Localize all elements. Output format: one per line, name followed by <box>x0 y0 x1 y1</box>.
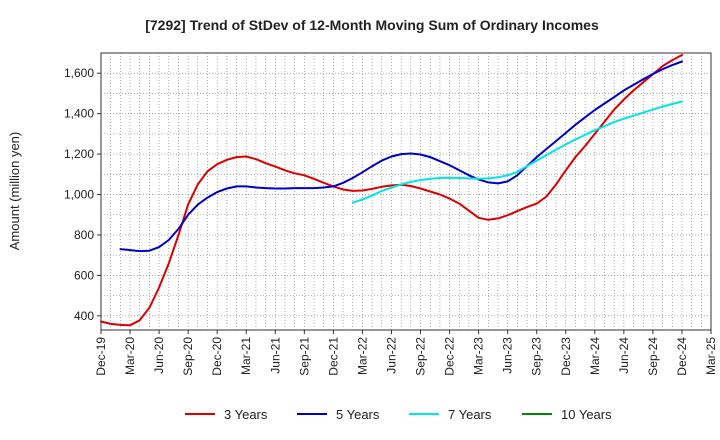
y-tick-label: 800 <box>74 228 94 242</box>
x-tick-label: Dec-23 <box>559 337 573 376</box>
legend-label-3-years: 3 Years <box>224 407 268 422</box>
legend-label-7-years: 7 Years <box>448 407 492 422</box>
series-lines <box>100 54 683 327</box>
legend-label-10-years: 10 Years <box>561 407 612 422</box>
x-tick-label: Mar-21 <box>239 337 253 375</box>
x-tick-label: Mar-23 <box>472 337 486 375</box>
y-tick-label: 1,200 <box>64 147 94 161</box>
x-tick-label: Sep-22 <box>414 337 428 376</box>
x-tick-label: Sep-21 <box>297 337 311 376</box>
x-tick-label: Jun-24 <box>617 337 631 374</box>
y-tick-label: 1,000 <box>64 188 94 202</box>
legend-label-5-years: 5 Years <box>336 407 380 422</box>
y-tick-label: 1,400 <box>64 107 94 121</box>
x-tick-label: Dec-20 <box>210 337 224 376</box>
x-tick-label: Jun-21 <box>268 337 282 374</box>
x-tick-label: Mar-22 <box>355 337 369 375</box>
x-tick-label: Dec-24 <box>675 337 689 376</box>
y-tick-label: 400 <box>74 309 94 323</box>
series-line-7-years <box>351 100 683 204</box>
x-axis-ticks: Dec-19 Mar-20 Jun-20 Sep-20 Dec-20 Mar-21 Jun-… <box>94 330 718 376</box>
x-tick-label: Dec-22 <box>443 337 457 376</box>
x-tick-label: Mar-25 <box>704 337 718 375</box>
y-axis-label: Amount (million yen) <box>7 132 22 251</box>
y-axis-ticks: 400 600 800 1,000 1,200 1,400 1,600 <box>64 66 101 323</box>
x-tick-label: Sep-24 <box>646 337 660 376</box>
x-tick-label: Dec-19 <box>94 337 108 376</box>
y-tick-label: 1,600 <box>64 66 94 80</box>
x-tick-label: Dec-21 <box>326 337 340 376</box>
chart-title: [7292] Trend of StDev of 12-Month Moving… <box>145 17 599 33</box>
series-line-3-years <box>100 54 683 327</box>
x-tick-label: Sep-20 <box>181 337 195 376</box>
legend: 3 Years 5 Years 7 Years 10 Years <box>185 407 612 422</box>
x-tick-label: Jun-22 <box>384 337 398 374</box>
y-tick-label: 600 <box>74 268 94 282</box>
x-tick-label: Jun-23 <box>501 337 515 374</box>
x-tick-label: Mar-24 <box>588 337 602 375</box>
x-tick-label: Sep-23 <box>530 337 544 376</box>
x-tick-label: Jun-20 <box>152 337 166 374</box>
series-line-5-years <box>119 60 683 253</box>
x-tick-label: Mar-20 <box>123 337 137 375</box>
